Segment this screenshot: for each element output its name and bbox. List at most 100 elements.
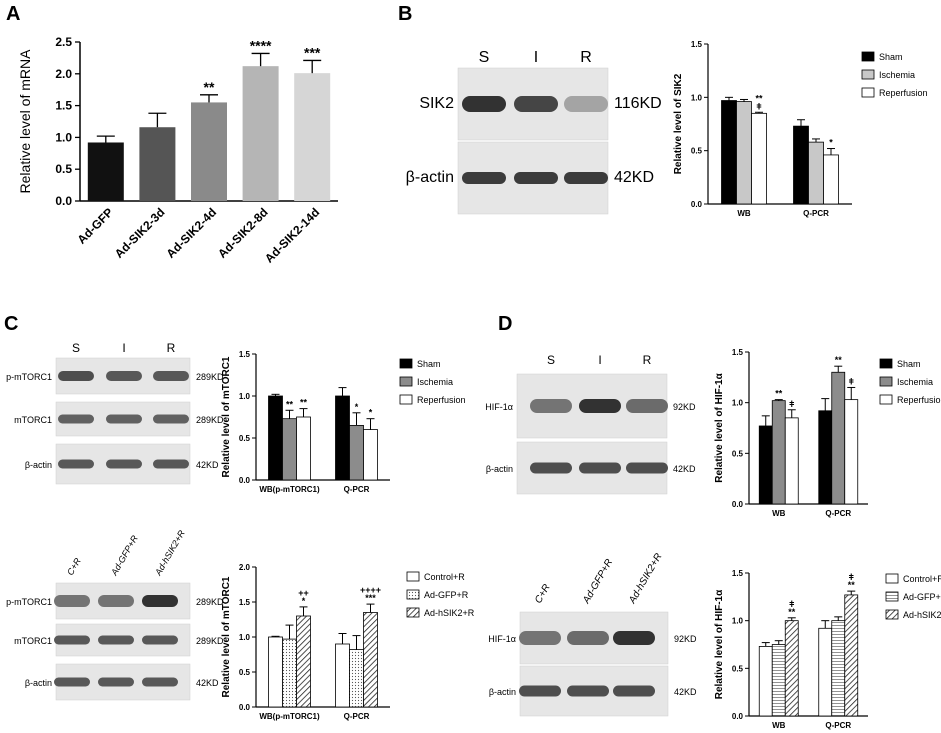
significance-label: ++ [298,588,309,598]
panel-letter-d: D [498,313,512,335]
bar [831,620,846,717]
bar [771,400,786,505]
x-group-label: WB [772,721,786,730]
significance-label: ** [204,79,215,95]
blot-row-label: HIF-1α [488,634,516,644]
significance-label: ǂ [849,572,854,582]
lane-label: Ad-hSIK2+R [153,528,188,578]
bar [808,141,824,205]
protein-band [58,371,94,381]
western-blot: S I R HIF-1α 92KD β-actin 42KD [485,353,696,495]
blot-row-label: p-mTORC1 [6,597,52,607]
bar [349,649,364,708]
protein-band [462,172,506,184]
protein-band [54,677,90,687]
legend-swatch [406,571,420,582]
western-blot: S I Rp-mTORC1 289KD mTORC1 289KD β-actin 42KD [6,341,224,485]
protein-band [613,685,655,697]
lane-label: R [580,49,592,66]
protein-band [54,635,90,645]
protein-band [579,462,621,474]
blot-size-label: 42KD [196,678,219,688]
blot-size-label: 42KD [614,169,654,186]
y-tick-label: 0.5 [691,147,703,156]
y-axis-label: Relative level of mTORC1 [221,576,232,697]
panel-letter-a: A [6,3,20,25]
legend: Sham Ischemia Reperfusion [399,358,466,405]
bar [818,627,833,717]
significance-label: * [369,408,373,418]
protein-band [626,399,668,413]
y-tick-label: 2.5 [55,35,72,49]
legend-swatch [879,394,893,405]
legend: Control+R Ad-GFP+R Ad-hSIK2+R [885,573,941,620]
grouped-chart: 0.0 0.5 1.0 1.5 Relative level of mTORC1 WB(p… [221,350,466,494]
y-tick-label: 0.0 [691,200,703,209]
legend: Sham Ischemia Reperfusion [861,51,928,98]
blot-row-label: SIK2 [419,95,454,112]
y-tick-label: 1.5 [732,569,744,578]
legend-label: Ad-hSIK2+R [424,608,475,618]
y-tick-label: 0.0 [239,476,251,485]
significance-label: ** [835,355,843,365]
y-tick-label: 0.0 [239,703,251,712]
significance-label: ** [755,93,763,103]
legend-label: Reperfusion [897,395,941,405]
significance-label: *** [304,44,321,60]
x-tick-label: Ad-SIK2-4d [163,205,219,261]
significance-label: ǂ [756,101,761,111]
legend-label: Ad-GFP+R [424,590,469,600]
significance-label: ** [300,398,308,408]
y-tick-label: 0.5 [55,162,72,176]
blot-row-label: β-actin [489,687,516,697]
blot-size-label: 289KD [196,636,224,646]
protein-band [514,172,558,184]
y-tick-label: 0.5 [732,449,744,458]
legend-swatch [399,358,413,369]
y-tick-label: 0.5 [239,668,251,677]
x-group-label: Q-PCR [825,721,851,730]
significance-label: * [302,596,306,606]
x-tick-label: Ad-SIK2-3d [112,205,168,261]
legend-label: Sham [897,359,921,369]
protein-band [530,399,572,413]
bar [191,102,227,201]
legend-swatch [861,87,875,98]
x-tick-label: Ad-GFP [74,205,115,246]
blot-row-label: β-actin [486,464,513,474]
western-blot: C+R Ad-GFP+R Ad-hSIK2+R p-mTORC1 289KD mTORC1… [6,528,224,701]
bar [296,615,311,708]
bar [363,612,378,708]
lane-label: S [72,341,80,355]
legend: Control+R Ad-GFP+R Ad-hSIK2+R [406,571,475,618]
bar [268,395,283,481]
protein-band [106,459,142,469]
lane-label: Ad-GFP+R [581,557,616,606]
blot-size-label: 42KD [673,464,696,474]
bar [294,73,331,201]
significance-label: ++++ [360,585,381,595]
y-axis-label: Relative level of SIK2 [673,73,684,174]
blot-size-label: 92KD [673,402,696,412]
protein-band [564,96,608,112]
blot-size-label: 92KD [674,634,697,644]
x-group-label: Q-PCR [825,509,851,518]
lane-label: S [547,353,555,367]
blot-row-label: mTORC1 [14,636,52,646]
y-axis-label: Relative level of mTORC1 [221,356,232,477]
x-group-label: WB(p-mTORC1) [259,712,320,721]
y-tick-label: 0.0 [732,500,744,509]
legend-label: Sham [879,52,903,62]
bar [784,620,799,717]
western-blot: S I R SIK2 116KD β-actin 42KD [406,49,662,215]
legend-swatch [399,376,413,387]
legend-swatch [861,69,875,80]
lane-label: R [643,353,652,367]
bar [242,66,279,201]
bar [818,410,833,505]
protein-band [98,595,134,607]
y-tick-label: 1.5 [732,348,744,357]
legend-label: Ischemia [417,377,453,387]
